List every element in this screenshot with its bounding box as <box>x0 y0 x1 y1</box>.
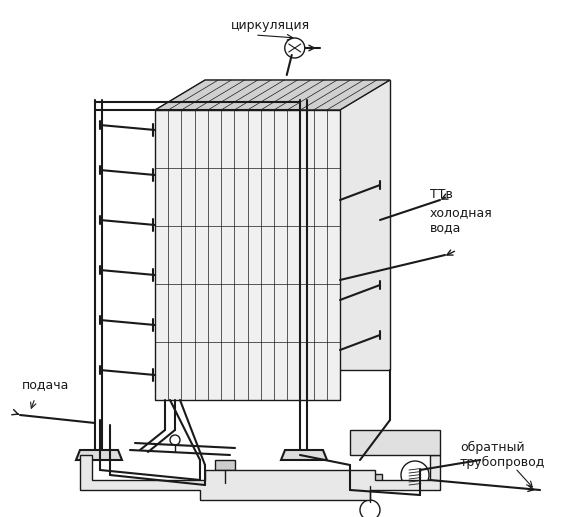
Polygon shape <box>205 80 390 370</box>
Text: циркуляция: циркуляция <box>230 19 309 32</box>
Polygon shape <box>215 460 235 470</box>
Text: подача: подача <box>22 378 69 391</box>
Text: обратный
трубопровод: обратный трубопровод <box>460 441 545 469</box>
Polygon shape <box>217 483 233 493</box>
Polygon shape <box>76 450 122 460</box>
Circle shape <box>401 461 429 489</box>
Polygon shape <box>350 430 440 455</box>
Polygon shape <box>358 474 382 486</box>
Text: ТТв: ТТв <box>430 189 453 202</box>
Circle shape <box>285 38 305 58</box>
Circle shape <box>170 435 180 445</box>
Polygon shape <box>155 80 390 110</box>
Polygon shape <box>80 455 440 500</box>
Polygon shape <box>281 450 327 460</box>
Polygon shape <box>155 110 340 400</box>
Circle shape <box>360 500 380 517</box>
Text: холодная
вода: холодная вода <box>430 206 492 234</box>
